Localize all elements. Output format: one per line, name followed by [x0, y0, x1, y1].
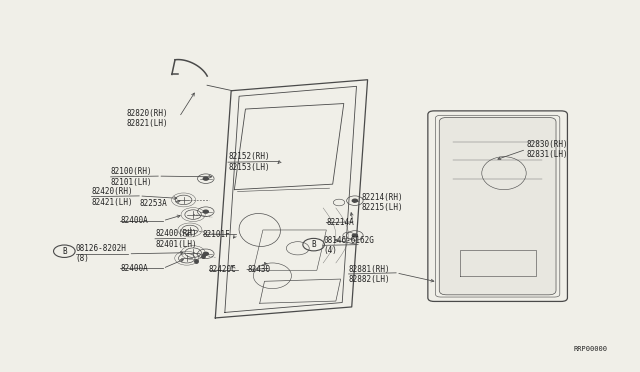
Text: 82152(RH)
82153(LH): 82152(RH) 82153(LH)	[228, 153, 269, 172]
Text: RRP00000: RRP00000	[574, 346, 608, 352]
Text: 82820(RH)
82821(LH): 82820(RH) 82821(LH)	[127, 109, 168, 128]
Text: B: B	[311, 240, 316, 249]
Text: 82101F: 82101F	[203, 230, 230, 239]
Text: 82881(RH)
82882(LH): 82881(RH) 82882(LH)	[349, 265, 390, 284]
Circle shape	[353, 199, 357, 202]
Text: 08146-6162G
(4): 08146-6162G (4)	[323, 236, 374, 255]
Text: 82830(RH)
82831(LH): 82830(RH) 82831(LH)	[526, 140, 568, 159]
Text: 82400(RH)
82401(LH): 82400(RH) 82401(LH)	[155, 230, 196, 249]
Text: 82253A: 82253A	[139, 199, 167, 208]
Text: 08126-8202H
(8): 08126-8202H (8)	[76, 244, 127, 263]
Circle shape	[204, 177, 209, 180]
Circle shape	[204, 252, 209, 255]
Text: B: B	[62, 247, 67, 256]
Text: 82430: 82430	[247, 265, 270, 274]
Text: 82100(RH)
82101(LH): 82100(RH) 82101(LH)	[111, 167, 152, 186]
Circle shape	[204, 210, 209, 213]
Text: 82400A: 82400A	[120, 216, 148, 225]
Text: 82420(RH)
82421(LH): 82420(RH) 82421(LH)	[92, 187, 133, 207]
Text: 82214(RH)
82215(LH): 82214(RH) 82215(LH)	[361, 193, 403, 212]
FancyBboxPatch shape	[439, 118, 556, 295]
Text: 82400A: 82400A	[120, 264, 148, 273]
Text: 82420C: 82420C	[209, 265, 237, 274]
Text: 82214A: 82214A	[326, 218, 354, 227]
Circle shape	[353, 234, 357, 237]
